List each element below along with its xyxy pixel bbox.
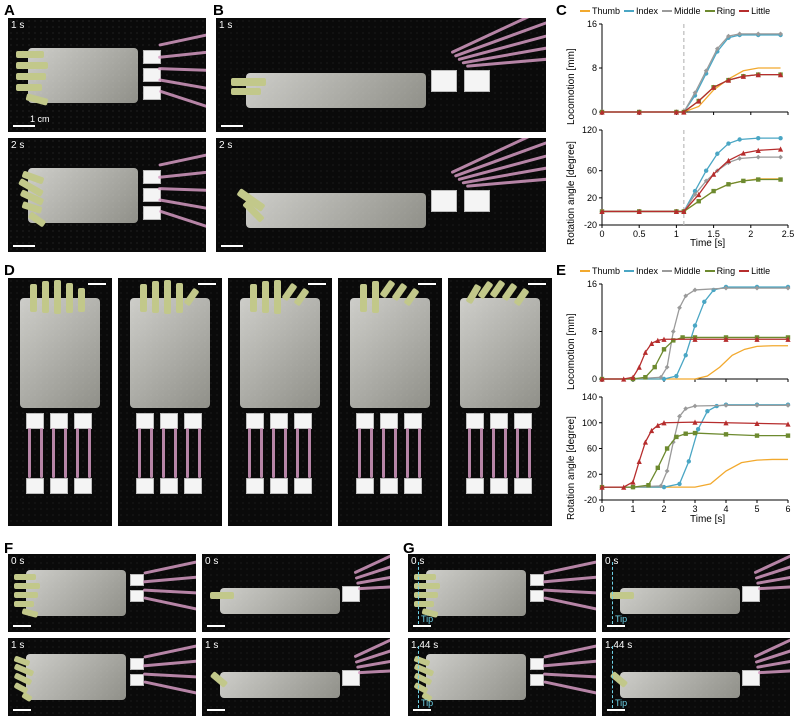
legend-swatch-index bbox=[624, 10, 634, 12]
svg-text:8: 8 bbox=[592, 327, 597, 337]
photo-d-5 bbox=[448, 278, 552, 526]
photo-b-1s: 1 s bbox=[216, 18, 546, 132]
ylabel-e2: Rotation angle [degree] bbox=[566, 416, 577, 520]
svg-text:100: 100 bbox=[582, 418, 597, 428]
panel-label-g: G bbox=[403, 540, 415, 557]
time-label: 1 s bbox=[11, 20, 24, 31]
legend-label: Ring bbox=[717, 6, 736, 16]
time-label: 1 s bbox=[219, 20, 232, 31]
panelF-photo-3: 1 s bbox=[202, 638, 390, 716]
legend-label: Ring bbox=[717, 266, 736, 276]
panel-label-c: C bbox=[556, 2, 567, 19]
ylabel-c1: Locomotion [mm] bbox=[566, 48, 577, 125]
legend-label: Middle bbox=[674, 6, 701, 16]
legend-label: Thumb bbox=[592, 266, 620, 276]
svg-text:120: 120 bbox=[582, 125, 597, 135]
legend-swatch-ring bbox=[705, 10, 715, 12]
svg-text:1: 1 bbox=[674, 229, 679, 239]
legend-e: Thumb Index Middle Ring Little bbox=[580, 266, 770, 276]
svg-text:2: 2 bbox=[661, 504, 666, 514]
panelG-photo-2: 1.44 sTip bbox=[408, 638, 596, 716]
time-label: 2 s bbox=[219, 140, 232, 151]
scalebar bbox=[221, 125, 243, 127]
svg-text:0: 0 bbox=[592, 107, 597, 117]
photo-d-1 bbox=[8, 278, 112, 526]
svg-text:2: 2 bbox=[748, 229, 753, 239]
legend-label: Little bbox=[751, 266, 770, 276]
svg-text:6: 6 bbox=[785, 504, 790, 514]
panel-label-a: A bbox=[4, 2, 15, 19]
svg-text:20: 20 bbox=[587, 469, 597, 479]
panelF-photo-1: 0 s bbox=[202, 554, 390, 632]
chart-c: 0816-20206012000.511.522.5 Locomotion [m… bbox=[560, 20, 796, 252]
ylabel-e1: Locomotion [mm] bbox=[566, 313, 577, 390]
panel-label-f: F bbox=[4, 540, 13, 557]
svg-text:5: 5 bbox=[754, 504, 759, 514]
scalebar bbox=[13, 125, 35, 127]
svg-text:140: 140 bbox=[582, 392, 597, 402]
legend-swatch-thumb bbox=[580, 270, 590, 272]
legend-label: Little bbox=[751, 6, 770, 16]
svg-text:60: 60 bbox=[587, 166, 597, 176]
panelF-photo-2: 1 s bbox=[8, 638, 196, 716]
panel-label-b: B bbox=[213, 2, 224, 19]
svg-text:8: 8 bbox=[592, 63, 597, 73]
legend-c: Thumb Index Middle Ring Little bbox=[580, 6, 770, 16]
scalebar bbox=[221, 245, 243, 247]
chart-e: 0 8 16 -20 20 60 100 140 0 1 2 3 4 5 6 Locomotion [mm]… bbox=[560, 280, 796, 528]
photo-d-4 bbox=[338, 278, 442, 526]
svg-text:0.5: 0.5 bbox=[633, 229, 646, 239]
legend-swatch-ring bbox=[705, 270, 715, 272]
panel-label-d: D bbox=[4, 262, 15, 279]
photo-a-2s: 2 s bbox=[8, 138, 206, 252]
photo-b-2s: 2 s bbox=[216, 138, 546, 252]
svg-text:3: 3 bbox=[692, 504, 697, 514]
photo-a-1s: 1 s 1 cm bbox=[8, 18, 206, 132]
legend-label: Index bbox=[636, 266, 658, 276]
svg-text:0: 0 bbox=[592, 374, 597, 384]
legend-label: Middle bbox=[674, 266, 701, 276]
svg-text:1: 1 bbox=[630, 504, 635, 514]
svg-text:-20: -20 bbox=[584, 220, 597, 230]
svg-text:0: 0 bbox=[599, 229, 604, 239]
svg-text:16: 16 bbox=[587, 20, 597, 29]
photo-d-3 bbox=[228, 278, 332, 526]
svg-text:-20: -20 bbox=[584, 495, 597, 505]
ylabel-c2: Rotation angle [degree] bbox=[566, 141, 577, 245]
panelF-photo-0: 0 s bbox=[8, 554, 196, 632]
legend-swatch-middle bbox=[662, 10, 672, 12]
panelG-photo-0: 0 sTip bbox=[408, 554, 596, 632]
svg-text:60: 60 bbox=[587, 444, 597, 454]
xlabel-c: Time [s] bbox=[690, 238, 725, 249]
svg-text:20: 20 bbox=[587, 193, 597, 203]
panel-label-e: E bbox=[556, 262, 566, 279]
legend-swatch-little bbox=[739, 270, 749, 272]
svg-text:0: 0 bbox=[599, 504, 604, 514]
svg-text:16: 16 bbox=[587, 280, 597, 289]
scalebar bbox=[13, 245, 35, 247]
svg-text:2.5: 2.5 bbox=[782, 229, 795, 239]
photo-d-2 bbox=[118, 278, 222, 526]
svg-text:4: 4 bbox=[723, 504, 728, 514]
time-label: 2 s bbox=[11, 140, 24, 151]
legend-swatch-thumb bbox=[580, 10, 590, 12]
xlabel-e: Time [s] bbox=[690, 514, 725, 525]
legend-swatch-middle bbox=[662, 270, 672, 272]
legend-label: Index bbox=[636, 6, 658, 16]
scalebar-label: 1 cm bbox=[30, 114, 50, 124]
panelG-photo-3: 1.44 sTip bbox=[602, 638, 790, 716]
legend-swatch-index bbox=[624, 270, 634, 272]
legend-label: Thumb bbox=[592, 6, 620, 16]
legend-swatch-little bbox=[739, 10, 749, 12]
panelG-photo-1: 0 sTip bbox=[602, 554, 790, 632]
